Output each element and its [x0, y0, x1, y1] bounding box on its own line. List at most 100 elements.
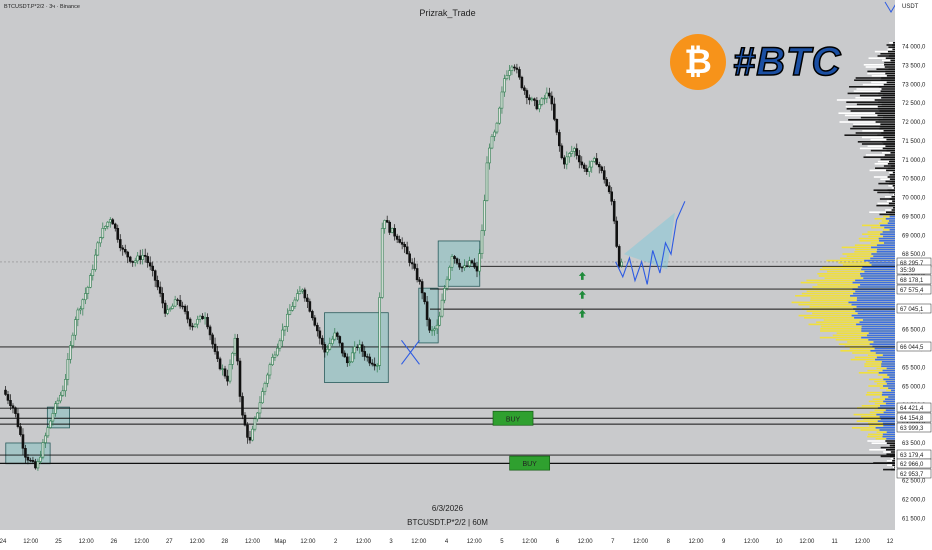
candle-body: [518, 69, 521, 78]
y-tick-label: 70 500,0: [902, 177, 926, 183]
profile-bar: [886, 44, 895, 46]
x-tick-label: 7: [611, 539, 615, 545]
profile-bar: [889, 158, 895, 161]
profile-bar: [861, 405, 895, 407]
price-label-text: 62 953,7: [900, 472, 924, 478]
projection-wedge: [623, 212, 675, 270]
candle-body: [445, 278, 449, 289]
candle-body: [368, 356, 372, 364]
candle-body: [388, 221, 391, 233]
profile-bar: [886, 81, 895, 84]
candle-body: [493, 131, 496, 137]
profile-bar: [879, 387, 895, 389]
profile-bar: [791, 301, 895, 304]
candle-body: [208, 326, 212, 336]
candle-body: [520, 76, 524, 89]
candle-body: [158, 286, 162, 294]
candle-body: [323, 344, 327, 353]
profile-bar: [882, 231, 895, 233]
x-tick-label: 12:00: [744, 539, 760, 545]
profile-bar: [871, 253, 895, 255]
candle-body: [146, 256, 149, 263]
candle-body: [413, 263, 416, 269]
profile-bar: [850, 295, 895, 297]
candle-body: [558, 132, 561, 147]
profile-bar: [884, 154, 895, 156]
candle-body: [288, 310, 292, 315]
candle-body: [535, 100, 539, 110]
candle-body: [585, 168, 589, 172]
profile-bar: [861, 325, 895, 328]
candle-body: [186, 311, 189, 320]
profile-bar: [881, 77, 895, 79]
candle-body: [11, 405, 15, 409]
profile-bar: [871, 75, 895, 77]
profile-bar: [889, 178, 895, 180]
candle-body: [151, 265, 154, 271]
candle-body: [89, 275, 92, 288]
candle-body: [555, 119, 559, 133]
profile-bar: [858, 237, 895, 240]
candle-body: [612, 200, 616, 222]
candle-body: [84, 293, 87, 301]
candle-body: [525, 90, 529, 99]
candle-body: [298, 290, 302, 294]
candle-body: [121, 247, 125, 250]
profile-bar: [892, 42, 895, 44]
time-axis-background: [0, 530, 895, 550]
x-tick-label: 28: [221, 539, 228, 545]
profile-bar: [880, 418, 895, 420]
candle-body: [610, 191, 614, 202]
profile-bar: [857, 312, 895, 315]
profile-bar: [888, 185, 895, 187]
profile-bar: [882, 422, 895, 425]
profile-bar: [894, 193, 895, 196]
profile-bar: [857, 286, 895, 288]
time-axis[interactable]: 24 12:00 25 12:00 26 12:00 27 12:00 28 12:00 Мар 12…: [0, 539, 894, 545]
candle-body: [617, 246, 621, 267]
profile-bar: [877, 420, 895, 422]
profile-bar: [838, 343, 895, 345]
candle-body: [590, 161, 594, 168]
candle-body: [530, 98, 534, 101]
candle-body: [485, 162, 489, 201]
candle-body: [326, 348, 329, 353]
profile-bar: [879, 127, 895, 130]
price-label-text: 62 966,0: [900, 462, 924, 468]
profile-bar: [853, 90, 895, 92]
candle-body: [256, 412, 259, 420]
candle-body: [428, 319, 431, 331]
candle-body: [24, 448, 27, 458]
candle-body: [166, 309, 169, 314]
price-label-box: [896, 402, 932, 413]
profile-bar: [860, 284, 895, 286]
candle-body: [263, 382, 267, 392]
profile-bar: [877, 191, 895, 194]
profile-bar: [885, 402, 895, 405]
profile-bar: [889, 42, 895, 44]
profile-bar: [881, 361, 895, 363]
profile-bar: [854, 79, 895, 81]
x-tick-label: 5: [500, 539, 504, 545]
profile-bar: [883, 83, 895, 86]
candle-body: [370, 362, 374, 365]
profile-bar: [891, 389, 895, 392]
candle-body: [64, 379, 67, 392]
candle-body: [253, 418, 257, 430]
candle-body: [400, 242, 404, 245]
candle-body: [163, 302, 167, 314]
profile-bar: [817, 273, 895, 275]
profile-bar: [855, 97, 895, 99]
candle-body: [563, 157, 566, 165]
x-tick-label: 26: [111, 539, 118, 545]
profile-bar: [881, 88, 895, 90]
price-label-box: [896, 264, 932, 275]
candle-body: [276, 347, 279, 356]
candle-body: [41, 442, 45, 458]
candle-body: [365, 356, 369, 358]
profile-bar: [867, 435, 895, 438]
x-tick-label: 12:00: [23, 539, 39, 545]
profile-bar: [888, 167, 895, 169]
candle-body: [131, 261, 135, 263]
